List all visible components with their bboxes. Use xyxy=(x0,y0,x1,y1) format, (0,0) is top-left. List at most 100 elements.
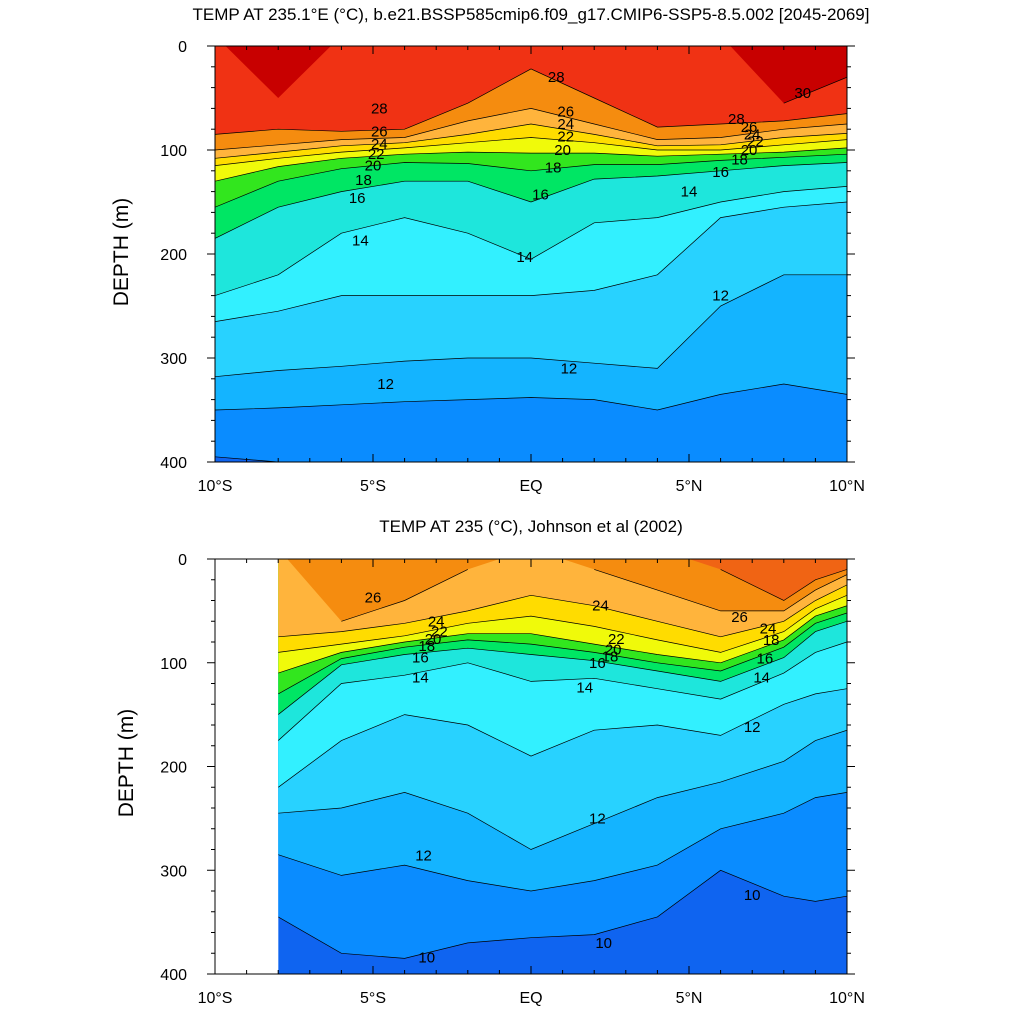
x-tick-label: EQ xyxy=(519,990,542,1007)
y-axis-label: DEPTH (m) xyxy=(110,198,133,307)
contour-label: 24 xyxy=(592,598,609,615)
contour-label: 22 xyxy=(431,624,448,641)
x-tick-label: 5°S xyxy=(360,990,386,1007)
contour-label: 20 xyxy=(365,158,382,175)
contour-label: 14 xyxy=(576,680,593,697)
contour-label: 28 xyxy=(548,69,565,86)
contour-label: 22 xyxy=(557,128,574,145)
contour-label: 14 xyxy=(753,669,770,686)
contour-label: 16 xyxy=(349,190,366,207)
contour-label: 22 xyxy=(747,134,764,151)
panel-model: TEMP AT 235.1°E (°C), b.e21.BSSP585cmip6… xyxy=(110,5,870,495)
y-axis-label: DEPTH (m) xyxy=(115,709,138,818)
contour-label: 18 xyxy=(545,160,562,177)
contour-label: 20 xyxy=(425,631,442,648)
y-tick-label: 0 xyxy=(178,552,187,569)
contour-line xyxy=(720,569,847,601)
y-tick-label: 300 xyxy=(160,863,187,880)
panel-title: TEMP AT 235.1°E (°C), b.e21.BSSP585cmip6… xyxy=(193,5,870,24)
contour-label: 26 xyxy=(731,609,748,626)
contour-line xyxy=(278,729,847,850)
contour-line xyxy=(215,153,847,208)
y-tick-label: 200 xyxy=(160,247,187,264)
contour-line xyxy=(278,641,847,741)
contour-label: 16 xyxy=(532,187,549,204)
contour-label: 14 xyxy=(412,669,429,686)
y-tick-label: 400 xyxy=(160,967,187,984)
contour-fills xyxy=(278,559,847,974)
contour-lines xyxy=(215,68,847,462)
contour-fills xyxy=(215,46,847,462)
x-tick-label: 10°N xyxy=(829,990,865,1007)
contour-label: 20 xyxy=(554,142,571,159)
contour-label: 26 xyxy=(371,123,388,140)
y-tick-label: 200 xyxy=(160,760,187,777)
contour-label: 12 xyxy=(415,848,432,865)
contour-line xyxy=(215,383,847,411)
contour-label: 26 xyxy=(557,104,574,121)
contour-line xyxy=(278,612,847,695)
axis-ticks xyxy=(207,45,855,463)
y-tick-label: 300 xyxy=(160,351,187,368)
contour-label: 10 xyxy=(595,935,612,952)
contour-line xyxy=(215,108,847,151)
contour-label: 12 xyxy=(744,719,761,736)
contour-label: 12 xyxy=(377,376,394,393)
contour-label: 22 xyxy=(368,146,385,163)
contour-label: 18 xyxy=(763,632,780,649)
contour-line xyxy=(215,274,847,378)
contour-label: 18 xyxy=(418,638,435,655)
contour-label: 24 xyxy=(557,116,574,133)
contour-line xyxy=(278,605,847,674)
contour-label: 10 xyxy=(418,949,435,966)
contour-label: 14 xyxy=(516,249,533,266)
contour-label: 18 xyxy=(602,649,619,666)
contour-band xyxy=(278,559,847,622)
contour-label: 12 xyxy=(561,360,578,377)
contour-line xyxy=(341,569,847,622)
contour-label: 28 xyxy=(371,100,388,117)
contour-label: 16 xyxy=(756,651,773,668)
contour-label: 24 xyxy=(428,613,445,630)
y-tick-label: 400 xyxy=(160,455,187,472)
contour-line xyxy=(783,76,847,104)
contour-line xyxy=(278,869,847,959)
contour-line xyxy=(278,594,847,653)
contour-label: 12 xyxy=(589,810,606,827)
x-tick-label: 10°S xyxy=(198,990,233,1007)
contour-line xyxy=(278,688,847,788)
contour-lines xyxy=(278,569,847,959)
panel-observation: TEMP AT 235 (°C), Johnson et al (2002) D… xyxy=(115,517,865,1007)
contour-label: 10 xyxy=(744,887,761,904)
contour-label: 24 xyxy=(760,621,777,638)
contour-label: 14 xyxy=(352,232,369,249)
contour-band xyxy=(215,46,847,104)
contour-label: 20 xyxy=(741,142,758,159)
contour-label: 24 xyxy=(744,126,761,143)
panel-title: TEMP AT 235 (°C), Johnson et al (2002) xyxy=(379,517,683,536)
contour-line xyxy=(215,123,847,159)
x-tick-label: 5°S xyxy=(360,478,386,495)
y-tick-label: 100 xyxy=(160,143,187,160)
contour-label: 12 xyxy=(712,288,729,305)
contour-label: 26 xyxy=(741,119,758,136)
contour-line xyxy=(278,584,847,638)
contour-line xyxy=(215,201,847,322)
axis-ticks xyxy=(207,558,855,975)
contour-line xyxy=(278,620,847,715)
contour-label: 14 xyxy=(681,184,698,201)
y-tick-label: 0 xyxy=(178,39,187,56)
contour-line xyxy=(215,186,847,296)
contour-band xyxy=(215,46,847,135)
contour-line xyxy=(215,137,847,166)
contour-label: 16 xyxy=(712,164,729,181)
x-tick-label: 10°N xyxy=(829,478,865,495)
contour-label: 16 xyxy=(412,650,429,667)
contour-label: 22 xyxy=(608,631,625,648)
contour-label: 26 xyxy=(365,589,382,606)
